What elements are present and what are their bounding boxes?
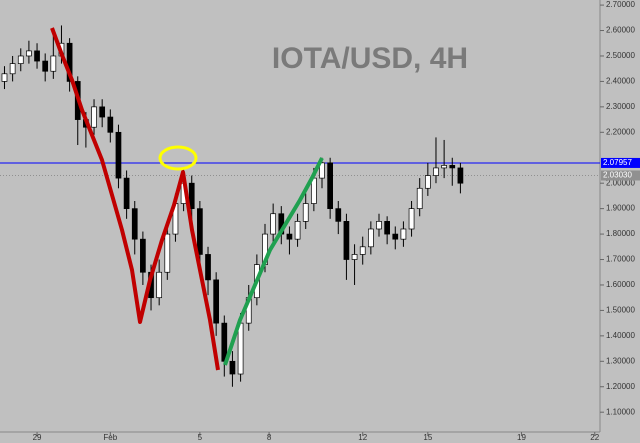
x-tick-label: 15 <box>423 433 432 442</box>
candle-body <box>327 162 333 209</box>
candle-body <box>17 55 24 64</box>
candle-body <box>237 322 244 375</box>
chart-title: IOTA/USD, 4H <box>272 42 468 75</box>
red-trend-drawing <box>50 27 220 371</box>
y-tick-label: 2.00000 <box>606 178 635 187</box>
y-tick-label: 2.30000 <box>606 102 635 111</box>
candle-body <box>213 279 220 324</box>
candle-body <box>205 254 211 281</box>
candle-body <box>302 203 309 222</box>
candle-body <box>376 221 382 230</box>
candle-body <box>294 221 301 240</box>
candle-body <box>91 106 97 128</box>
candle-body <box>367 228 374 248</box>
x-tick-label: 12 <box>358 433 367 442</box>
x-tick-label: 19 <box>517 433 526 442</box>
candle-body <box>115 131 122 179</box>
y-tick-label: 1.50000 <box>606 306 635 315</box>
y-tick-label: 1.10000 <box>606 407 635 416</box>
candle-body <box>197 208 203 255</box>
candle-body <box>392 233 399 240</box>
y-tick-label: 1.60000 <box>606 280 635 289</box>
candle-body <box>156 271 163 299</box>
x-tick-label: 8 <box>267 433 272 442</box>
y-tick-label: 1.20000 <box>606 382 635 391</box>
y-tick-label: 1.70000 <box>606 255 635 264</box>
candle-body <box>34 50 40 62</box>
candle-body <box>50 55 57 72</box>
y-tick-label: 2.70000 <box>606 0 635 9</box>
candle-body <box>408 208 415 230</box>
x-tick-label: Feb <box>103 433 117 442</box>
y-tick-label: 1.30000 <box>606 356 635 365</box>
candle-body <box>140 238 146 273</box>
candle-body <box>99 106 106 118</box>
candle-body <box>286 233 293 240</box>
candle-body <box>449 165 456 169</box>
y-tick-label: 2.20000 <box>606 127 635 136</box>
candle-body <box>319 162 325 179</box>
candle-body <box>9 63 16 75</box>
candle-body <box>335 208 342 222</box>
candle-body <box>164 233 171 273</box>
candle-body <box>433 167 439 176</box>
candle-body <box>441 165 447 169</box>
candle-body <box>131 208 138 240</box>
candle-body <box>123 177 130 209</box>
x-tick-label: 22 <box>590 433 599 442</box>
green-trend-drawing <box>223 157 324 366</box>
yellow-highlight <box>158 145 198 171</box>
candle-body <box>351 254 358 260</box>
x-tick-label: 29 <box>33 433 42 442</box>
candle-body <box>270 213 277 235</box>
price-label: 2.03030 <box>603 171 632 180</box>
candle-body <box>416 187 423 209</box>
candle-body <box>384 221 390 235</box>
candle-body <box>343 221 350 260</box>
candle-body <box>107 116 114 133</box>
y-tick-label: 1.80000 <box>606 229 635 238</box>
y-tick-label: 1.90000 <box>606 204 635 213</box>
y-tick-label: 1.40000 <box>606 331 635 340</box>
candle-body <box>424 175 431 189</box>
y-tick-label: 2.60000 <box>606 26 635 35</box>
candle-body <box>359 246 366 255</box>
candle-body <box>1 73 8 82</box>
candle-body <box>229 360 236 375</box>
annotations <box>50 27 324 371</box>
y-tick-label: 2.50000 <box>606 51 635 60</box>
candle-body <box>26 50 32 57</box>
candle-body <box>42 60 49 72</box>
candle-body <box>66 42 73 82</box>
x-tick-label: 5 <box>198 433 203 442</box>
candle-body <box>457 167 464 184</box>
y-tick-label: 2.40000 <box>606 77 635 86</box>
candle-body <box>400 228 407 240</box>
price-label-box <box>601 170 640 181</box>
price-label: 2.07957 <box>603 158 632 167</box>
price-label-box <box>601 157 640 168</box>
candle-body <box>188 182 195 209</box>
